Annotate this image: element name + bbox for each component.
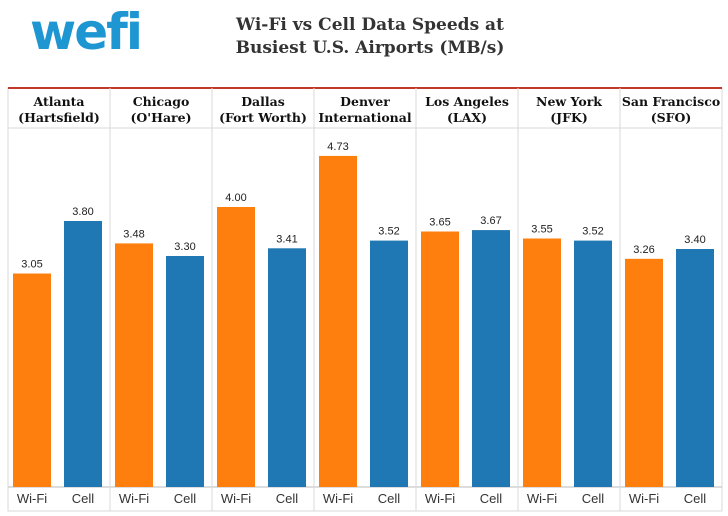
value-label-atlanta-wifi: 3.05 xyxy=(21,259,42,271)
bar-denver-wifi xyxy=(319,155,357,487)
wefi-logo: wefi xyxy=(30,3,143,61)
panel-header-new-york-line-2: (JFK) xyxy=(550,110,587,125)
category-label-new-york-wifi: Wi-Fi xyxy=(527,491,557,506)
value-label-san-francisco-cell: 3.40 xyxy=(684,234,705,246)
bar-atlanta-wifi xyxy=(13,273,51,487)
category-label-dallas-cell: Cell xyxy=(276,491,299,506)
bar-los-angeles-cell xyxy=(472,230,510,487)
value-label-atlanta-cell: 3.80 xyxy=(72,206,93,218)
category-label-chicago-wifi: Wi-Fi xyxy=(119,491,149,506)
chart-title-line-1: Wi-Fi vs Cell Data Speeds at xyxy=(236,15,504,35)
value-label-los-angeles-wifi: 3.65 xyxy=(429,217,450,229)
category-label-denver-wifi: Wi-Fi xyxy=(323,491,353,506)
panel-header-denver-line-1: Denver xyxy=(340,94,390,109)
category-label-denver-cell: Cell xyxy=(378,491,401,506)
value-label-denver-wifi: 4.73 xyxy=(327,141,348,153)
value-label-chicago-wifi: 3.48 xyxy=(123,228,144,240)
panel-header-chicago-line-2: (O'Hare) xyxy=(131,110,192,125)
value-label-dallas-cell: 3.41 xyxy=(276,233,297,245)
value-label-san-francisco-wifi: 3.26 xyxy=(633,244,654,256)
panel-header-los-angeles-line-2: (LAX) xyxy=(447,110,487,125)
category-label-los-angeles-cell: Cell xyxy=(480,491,503,506)
value-label-dallas-wifi: 4.00 xyxy=(225,192,246,204)
panel-header-san-francisco-line-1: San Francisco xyxy=(622,94,720,109)
category-label-atlanta-wifi: Wi-Fi xyxy=(17,491,47,506)
category-label-dallas-wifi: Wi-Fi xyxy=(221,491,251,506)
panel-header-atlanta-line-2: (Hartsfield) xyxy=(18,110,100,125)
category-label-san-francisco-cell: Cell xyxy=(684,491,707,506)
category-label-chicago-cell: Cell xyxy=(174,491,197,506)
bar-chicago-wifi xyxy=(115,243,153,487)
bar-dallas-cell xyxy=(268,248,306,487)
bar-san-francisco-wifi xyxy=(625,258,663,487)
bar-san-francisco-cell xyxy=(676,249,714,487)
panel-header-atlanta-line-1: Atlanta xyxy=(32,94,84,109)
panel-header-los-angeles-line-1: Los Angeles xyxy=(425,94,509,109)
value-label-denver-cell: 3.52 xyxy=(378,226,399,238)
value-label-new-york-cell: 3.52 xyxy=(582,226,603,238)
bar-los-angeles-wifi xyxy=(421,231,459,487)
panel-header-dallas-line-1: Dallas xyxy=(241,94,285,109)
bar-dallas-wifi xyxy=(217,207,255,487)
bar-chicago-cell xyxy=(166,256,204,487)
chart-title-line-2: Busiest U.S. Airports (MB/s) xyxy=(235,38,505,58)
bar-denver-cell xyxy=(370,240,408,487)
panel-header-new-york-line-1: New York xyxy=(536,94,602,109)
bar-new-york-cell xyxy=(574,240,612,487)
bar-new-york-wifi xyxy=(523,238,561,487)
value-label-new-york-wifi: 3.55 xyxy=(531,224,552,236)
panel-header-chicago-line-1: Chicago xyxy=(133,94,190,109)
value-label-chicago-cell: 3.30 xyxy=(174,241,195,253)
category-label-los-angeles-wifi: Wi-Fi xyxy=(425,491,455,506)
value-label-los-angeles-cell: 3.67 xyxy=(480,215,501,227)
panel-header-dallas-line-2: (Fort Worth) xyxy=(219,110,307,125)
chart-title: Wi-Fi vs Cell Data Speeds at Busiest U.S… xyxy=(190,14,550,60)
category-label-new-york-cell: Cell xyxy=(582,491,605,506)
bar-atlanta-cell xyxy=(64,221,102,487)
category-label-san-francisco-wifi: Wi-Fi xyxy=(629,491,659,506)
category-label-atlanta-cell: Cell xyxy=(72,491,95,506)
panel-header-san-francisco-line-2: (SFO) xyxy=(651,110,692,125)
panel-header-denver-line-2: International xyxy=(318,110,411,125)
